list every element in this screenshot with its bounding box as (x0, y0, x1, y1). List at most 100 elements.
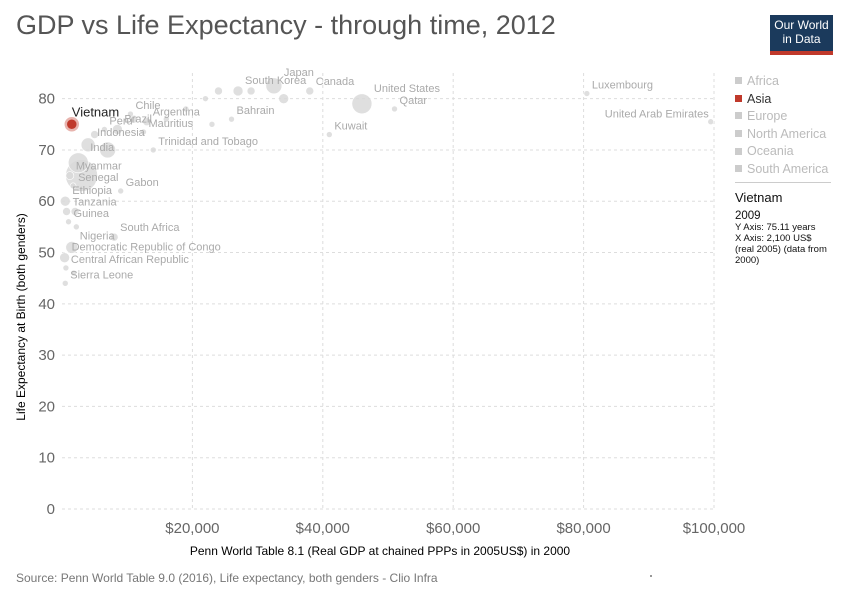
data-point[interactable] (265, 77, 283, 95)
tooltip-country: Vietnam (735, 190, 783, 205)
data-label: Senegal (78, 172, 118, 184)
legend-item-oceania[interactable]: Oceania (735, 143, 828, 161)
legend-label: Africa (747, 74, 779, 88)
data-point[interactable] (707, 118, 715, 126)
data-point-highlighted[interactable] (64, 117, 80, 132)
data-point[interactable] (99, 141, 116, 159)
data-label: Democratic Republic of Congo (72, 242, 221, 254)
data-point[interactable] (142, 117, 152, 127)
data-point[interactable] (112, 124, 123, 135)
data-point[interactable] (59, 252, 70, 263)
data-point[interactable] (391, 105, 398, 113)
tick-layer: 0 10 20 30 40 50 60 70 80 $20,000 $40,000 $60,000 $8… (38, 91, 745, 537)
legend-swatch (735, 129, 742, 137)
data-point[interactable] (61, 280, 69, 287)
data-point[interactable] (140, 128, 147, 136)
data-point[interactable] (278, 93, 289, 104)
data-point[interactable] (232, 85, 244, 97)
data-label: Central African Republic (71, 254, 190, 266)
legend: Africa Asia Europe North America Oceania Sout… (735, 73, 828, 179)
legend-item-europe[interactable]: Europe (735, 108, 828, 126)
data-label: Brazil (124, 113, 152, 125)
data-label: Ethiopia (72, 185, 113, 197)
data-label: Luxembourg (592, 80, 653, 92)
y-tick-label: 30 (38, 347, 55, 364)
logo-line-1: Our World (774, 18, 829, 32)
legend-swatch (735, 94, 742, 102)
legend-item-africa[interactable]: Africa (735, 73, 828, 91)
data-point[interactable] (163, 115, 170, 123)
data-point[interactable] (583, 90, 591, 97)
data-label: Argentina (153, 107, 201, 119)
data-point[interactable] (65, 171, 75, 180)
data-point[interactable] (70, 207, 80, 216)
data-point[interactable] (129, 114, 139, 124)
grid-layer (62, 73, 715, 510)
legend-label: North America (747, 126, 827, 141)
bubble-layer (59, 77, 715, 287)
data-point[interactable] (351, 93, 373, 115)
data-label: South Korea (245, 75, 307, 87)
legend-swatch (735, 77, 742, 85)
legend-swatch (735, 112, 742, 120)
data-label: Gabon (126, 177, 159, 189)
data-point[interactable] (109, 232, 119, 242)
y-tick-label: 20 (38, 398, 55, 415)
x-tick-label: $40,000 (296, 520, 350, 537)
data-point[interactable] (80, 137, 96, 153)
data-point[interactable] (228, 115, 235, 123)
x-tick-label: $60,000 (426, 520, 480, 537)
data-point[interactable] (65, 241, 79, 254)
data-point[interactable] (62, 264, 70, 272)
data-point[interactable] (202, 95, 209, 102)
owid-logo[interactable]: Our World in Data (770, 15, 833, 55)
data-point[interactable] (326, 131, 333, 138)
legend-divider (735, 182, 831, 183)
data-label: Chile (135, 100, 160, 112)
data-point[interactable] (182, 105, 190, 113)
data-label: Tanzania (73, 196, 118, 208)
data-point[interactable] (65, 218, 72, 226)
legend-item-asia[interactable]: Asia (735, 91, 828, 109)
data-point[interactable] (68, 152, 89, 174)
x-tick-label: $20,000 (165, 520, 219, 537)
data-point[interactable] (59, 195, 71, 207)
legend-label: South America (747, 161, 829, 176)
data-label: Nigeria (80, 230, 116, 242)
data-point[interactable] (70, 269, 78, 277)
data-point[interactable] (101, 126, 108, 133)
data-point[interactable] (69, 182, 77, 190)
legend-swatch (735, 165, 742, 173)
tooltip-line: Y Axis: 75.11 years (735, 222, 816, 233)
data-label: Canada (316, 76, 355, 88)
y-tick-label: 70 (38, 142, 55, 159)
data-point[interactable] (149, 146, 157, 154)
data-point[interactable] (214, 86, 223, 96)
data-label: Mauritius (149, 118, 194, 130)
data-label: Sierra Leone (70, 269, 133, 281)
data-label: India (90, 142, 115, 154)
x-tick-label: $80,000 (556, 520, 610, 537)
data-label: United Arab Emirates (605, 109, 709, 121)
data-point[interactable] (127, 110, 134, 118)
y-tick-label: 80 (38, 91, 55, 108)
y-axis-title: Life Expectancy at Birth (both genders) (14, 213, 28, 420)
hover-tooltip: Vietnam 2009 Y Axis: 75.11 years X Axis:… (735, 190, 835, 266)
data-point[interactable] (73, 223, 80, 231)
data-point[interactable] (62, 207, 71, 216)
data-point[interactable] (208, 120, 216, 128)
data-point[interactable] (246, 86, 256, 96)
legend-item-south-america[interactable]: South America (735, 161, 828, 179)
y-tick-label: 60 (38, 193, 55, 210)
tooltip-line: (real 2005) (data from (735, 244, 827, 255)
data-label: Guinea (74, 208, 110, 220)
data-point[interactable] (117, 187, 124, 195)
data-point[interactable] (90, 130, 99, 139)
legend-item-north-america[interactable]: North America (735, 126, 828, 144)
data-label: Kuwait (334, 121, 367, 133)
data-label: Qatar (400, 95, 428, 107)
data-point[interactable] (305, 86, 315, 96)
legend-label: Oceania (747, 144, 794, 159)
